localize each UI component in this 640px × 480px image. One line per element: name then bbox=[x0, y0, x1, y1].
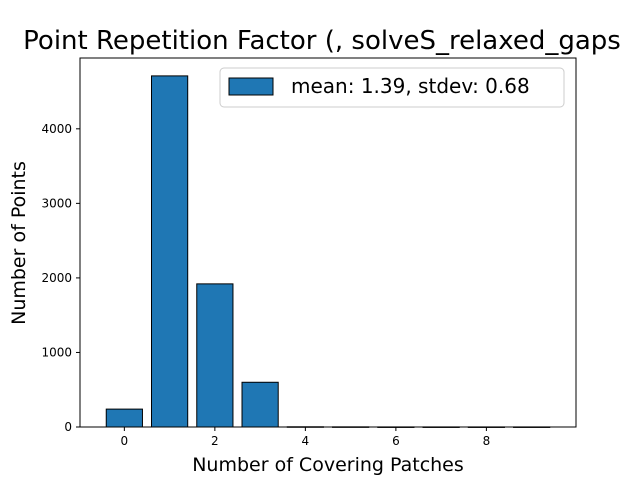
x-tick-label: 6 bbox=[392, 434, 400, 448]
y-axis-label: Number of Points bbox=[8, 161, 30, 325]
bars-group bbox=[105, 75, 551, 428]
bar-3 bbox=[241, 381, 279, 428]
x-tick-label: 8 bbox=[483, 434, 491, 448]
y-axis: 0 1000 2000 3000 4000 bbox=[41, 122, 80, 434]
x-tick-label: 2 bbox=[211, 434, 219, 448]
plot-frame bbox=[79, 57, 577, 428]
bar-0 bbox=[105, 408, 143, 428]
y-tick-label: 3000 bbox=[41, 196, 72, 210]
legend: mean: 1.39, stdev: 0.68 bbox=[219, 67, 565, 108]
y-tick-label: 1000 bbox=[41, 345, 72, 359]
y-tick-label: 2000 bbox=[41, 271, 72, 285]
y-tick-label: 0 bbox=[64, 420, 72, 434]
y-tick-label: 4000 bbox=[41, 122, 72, 136]
x-tick-label: 0 bbox=[121, 434, 129, 448]
legend-box bbox=[219, 67, 565, 108]
legend-entry-label: mean: 1.39, stdev: 0.68 bbox=[291, 74, 530, 98]
x-axis-label: Number of Covering Patches bbox=[192, 454, 464, 476]
legend-swatch bbox=[228, 77, 274, 96]
x-tick-label: 4 bbox=[302, 434, 310, 448]
chart-title: Point Repetition Factor (, solveS_relaxe… bbox=[23, 26, 621, 56]
bar-1 bbox=[151, 75, 189, 428]
bar-2 bbox=[196, 283, 234, 428]
x-axis: 0 2 4 6 8 bbox=[121, 427, 491, 448]
